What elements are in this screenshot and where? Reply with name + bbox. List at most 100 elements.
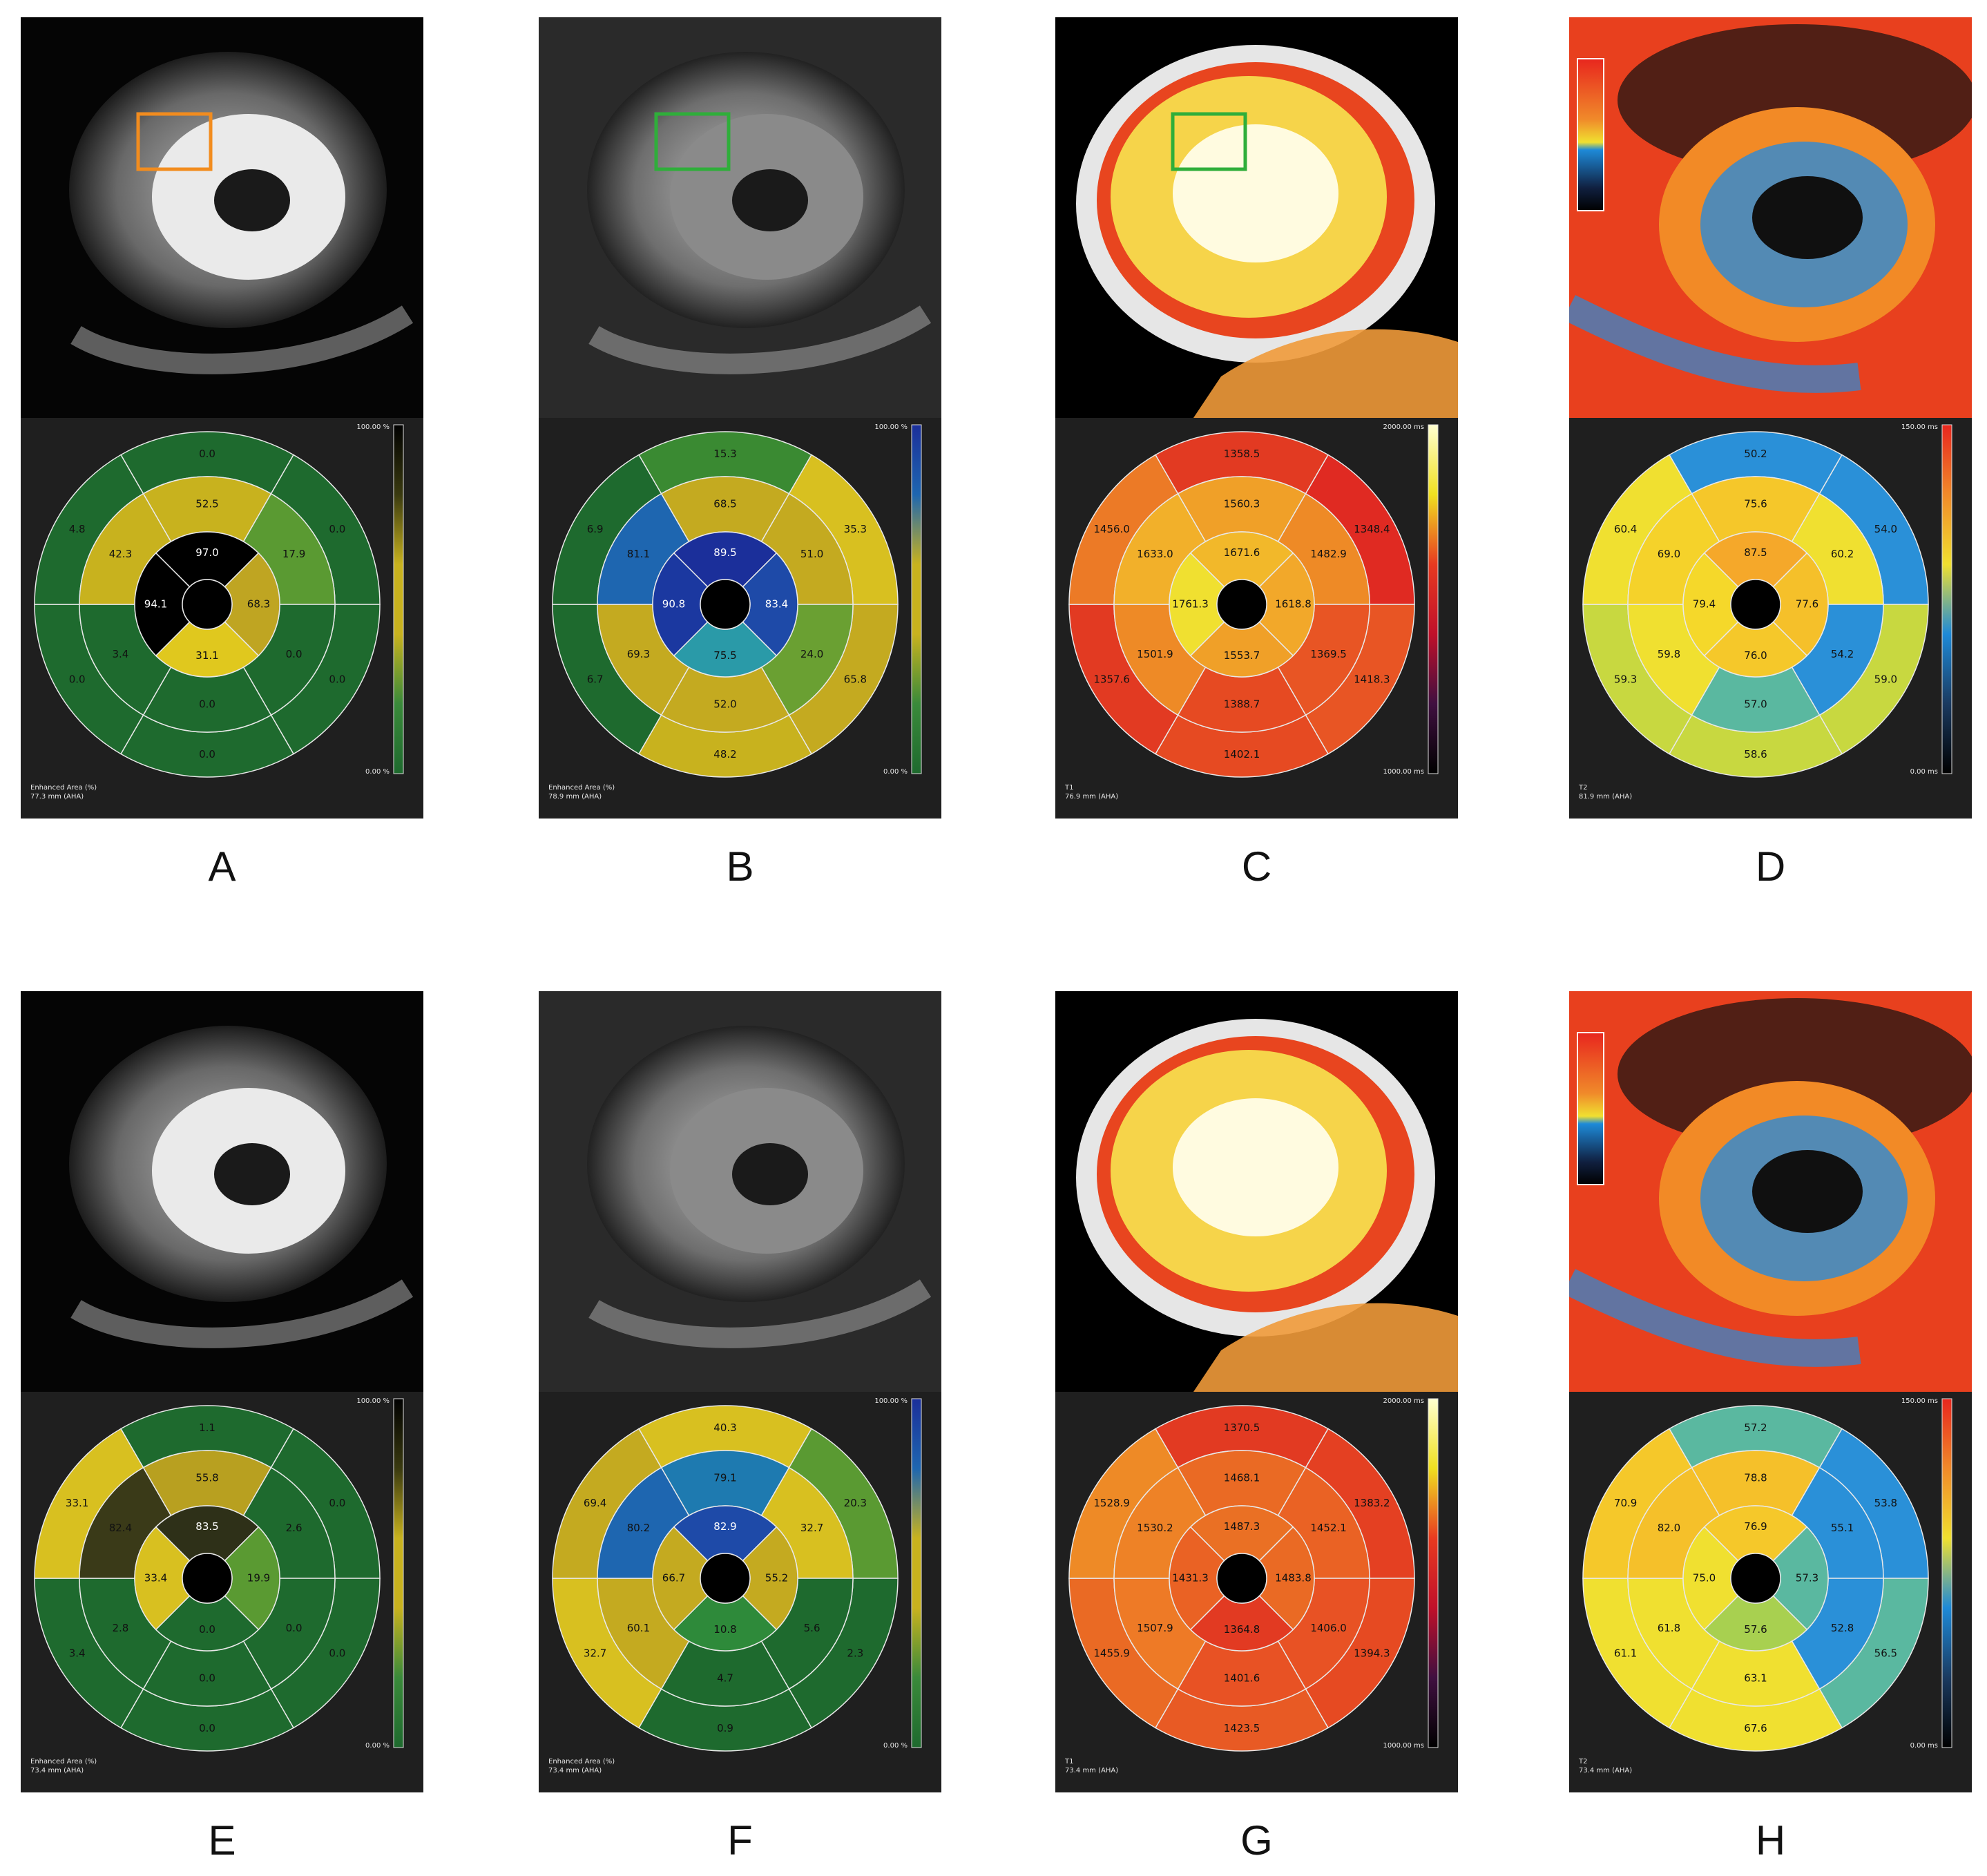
segment-value: 52.0: [713, 698, 736, 711]
segment-value: 48.2: [713, 748, 736, 760]
colorbar-min-label: 0.00 %: [883, 1742, 908, 1750]
segment-value: 1487.3: [1224, 1520, 1260, 1533]
segment-value: 60.1: [627, 1622, 650, 1634]
colorbar-max-label: 150.00 ms: [1901, 423, 1938, 431]
panel-letter: F: [727, 1817, 753, 1864]
map-footer-label: Enhanced Area (%): [548, 1758, 615, 1765]
mri-image-t1-map: [1055, 991, 1458, 1392]
segment-value: 1553.7: [1224, 649, 1260, 662]
segment-value: 82.4: [109, 1522, 132, 1534]
mri-image: [21, 991, 423, 1392]
bullseye-plot: 15.3 35.3 65.8 48.2 6.7 6.9 68.5 51.0 24.0 52.0 69…: [539, 418, 941, 819]
segment-value: 3.4: [112, 648, 128, 660]
bullseye-plot: 40.3 20.3 2.3 0.9 32.7 69.4 79.1 32.7 5.6 4.7 60.1…: [539, 1392, 941, 1792]
segment-value: 83.4: [765, 598, 788, 611]
segment-value: 68.3: [247, 598, 270, 611]
panel-h: 57.2 53.8 56.5 67.6 61.1 70.9 78.8 55.1 52.8 63.1…: [1569, 991, 1972, 1792]
segment-value: 52.8: [1831, 1622, 1854, 1634]
segment-value: 70.9: [1614, 1497, 1637, 1509]
mri-image: [1569, 991, 1972, 1392]
apex-hole: [700, 1553, 751, 1604]
segment-value: 20.3: [844, 1497, 867, 1509]
map-footer-label: T1: [1064, 784, 1073, 792]
panel-d: 50.2 54.0 59.0 58.6 59.3 60.4 75.6 60.2 54.2 57.0…: [1569, 17, 1972, 819]
map-footer-label: Enhanced Area (%): [30, 784, 97, 792]
segment-value: 0.0: [286, 1622, 303, 1634]
mri-image: [21, 17, 423, 418]
segment-value: 1507.9: [1137, 1622, 1173, 1634]
panel-letter: H: [1755, 1817, 1786, 1864]
segment-value: 57.6: [1744, 1623, 1767, 1636]
panel-g: 1370.5 1383.2 1394.3 1423.5 1455.9 1528.9 1468…: [1055, 991, 1458, 1792]
mri-image-t2-map: [1569, 17, 1972, 418]
segment-value: 1483.8: [1275, 1572, 1312, 1585]
segment-value: 6.7: [587, 673, 604, 685]
segment-value: 55.2: [765, 1572, 788, 1585]
segment-value: 42.3: [109, 548, 132, 560]
segment-value: 1618.8: [1275, 598, 1312, 611]
segment-value: 83.5: [195, 1520, 218, 1533]
mri-image: [1569, 17, 1972, 418]
panel-c: 1358.5 1348.4 1418.3 1402.1 1357.6 1456.0 1560…: [1055, 17, 1458, 819]
segment-value: 87.5: [1744, 546, 1767, 559]
panel-f: 40.3 20.3 2.3 0.9 32.7 69.4 79.1 32.7 5.6 4.7 60.1…: [539, 991, 941, 1792]
segment-value: 69.4: [584, 1497, 606, 1509]
mri-image: [1055, 991, 1458, 1392]
map-footer-label: 73.4 mm (AHA): [548, 1767, 602, 1774]
map-footer-label: Enhanced Area (%): [548, 784, 615, 792]
segment-value: 94.1: [144, 598, 167, 611]
segment-value: 1452.1: [1310, 1522, 1347, 1534]
segment-value: 78.8: [1744, 1472, 1767, 1484]
segment-value: 0.0: [199, 1672, 215, 1685]
map-footer-label: 73.4 mm (AHA): [1065, 1767, 1118, 1774]
segment-value: 1370.5: [1224, 1422, 1260, 1434]
segment-value: 17.9: [282, 548, 305, 560]
segment-value: 77.6: [1796, 598, 1818, 611]
segment-value: 33.4: [144, 1572, 167, 1585]
bullseye-plot: 1370.5 1383.2 1394.3 1423.5 1455.9 1528.9 1468…: [1055, 1392, 1458, 1792]
segment-value: 32.7: [800, 1522, 823, 1534]
segment-value: 0.0: [199, 748, 215, 760]
map-footer-label: 77.3 mm (AHA): [30, 793, 84, 801]
segment-value: 1530.2: [1137, 1522, 1173, 1534]
segment-value: 0.0: [329, 1497, 345, 1509]
segment-value: 0.0: [199, 1623, 215, 1636]
map-footer-label: 76.9 mm (AHA): [1065, 793, 1118, 801]
segment-value: 65.8: [844, 673, 867, 685]
colorbar-max-label: 2000.00 ms: [1383, 423, 1424, 431]
segment-value: 0.0: [286, 648, 303, 660]
segment-value: 0.0: [69, 673, 86, 685]
segment-value: 82.9: [713, 1520, 736, 1533]
segment-value: 59.0: [1874, 673, 1897, 685]
apex-hole: [1730, 1553, 1781, 1604]
mri-image-grayscale-lge: [21, 17, 423, 418]
segment-value: 57.3: [1796, 1572, 1818, 1585]
colorbar-min-label: 0.00 ms: [1910, 768, 1938, 776]
segment-value: 1468.1: [1224, 1472, 1260, 1484]
map-footer-label: Enhanced Area (%): [30, 1758, 97, 1765]
segment-value: 82.0: [1658, 1522, 1680, 1534]
segment-value: 1761.3: [1172, 598, 1209, 611]
bullseye-plot: 1358.5 1348.4 1418.3 1402.1 1357.6 1456.0 1560…: [1055, 418, 1458, 819]
map-footer-label: 81.9 mm (AHA): [1579, 793, 1632, 801]
segment-value: 6.9: [587, 523, 604, 535]
segment-value: 79.1: [713, 1472, 736, 1484]
segment-value: 1402.1: [1224, 748, 1260, 760]
segment-value: 75.5: [713, 649, 736, 662]
segment-value: 55.8: [195, 1472, 218, 1484]
segment-value: 1.1: [199, 1422, 215, 1434]
segment-value: 24.0: [800, 648, 823, 660]
mri-image-grayscale-t2: [539, 17, 941, 418]
roi-box: [136, 112, 213, 171]
panel-letter: C: [1241, 843, 1272, 890]
segment-value: 54.2: [1831, 648, 1854, 660]
panel-letter: D: [1755, 843, 1786, 890]
segment-value: 1357.6: [1093, 673, 1130, 685]
map-footer-label: T2: [1578, 784, 1587, 792]
apex-hole: [182, 579, 233, 630]
panel-b: 15.3 35.3 65.8 48.2 6.7 6.9 68.5 51.0 24.0 52.0 69…: [539, 17, 941, 819]
colorbar: [911, 1398, 922, 1748]
segment-value: 0.0: [199, 698, 215, 711]
segment-value: 68.5: [713, 498, 736, 510]
segment-value: 19.9: [247, 1572, 270, 1585]
